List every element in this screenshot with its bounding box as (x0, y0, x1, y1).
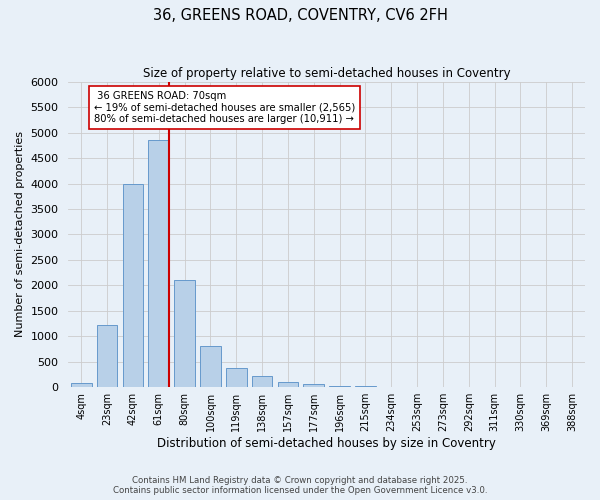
Bar (148, 140, 169, 387)
Bar (122, 184, 143, 387)
X-axis label: Distribution of semi-detached houses by size in Coventry: Distribution of semi-detached houses by … (157, 437, 496, 450)
Bar (329, 386, 350, 387)
Bar (355, 386, 376, 387)
Bar (304, 384, 324, 387)
Text: 36 GREENS ROAD: 70sqm
← 19% of semi-detached houses are smaller (2,565)
80% of s: 36 GREENS ROAD: 70sqm ← 19% of semi-deta… (94, 91, 355, 124)
Title: Size of property relative to semi-detached houses in Coventry: Size of property relative to semi-detach… (143, 68, 511, 80)
Bar (97, 325, 118, 387)
Bar (200, 346, 221, 387)
Bar (278, 382, 298, 387)
Text: 36, GREENS ROAD, COVENTRY, CV6 2FH: 36, GREENS ROAD, COVENTRY, CV6 2FH (152, 8, 448, 22)
Bar (71, 384, 92, 387)
Bar (175, 280, 195, 387)
Text: Contains HM Land Registry data © Crown copyright and database right 2025.
Contai: Contains HM Land Registry data © Crown c… (113, 476, 487, 495)
Bar (381, 386, 401, 387)
Y-axis label: Number of semi-detached properties: Number of semi-detached properties (15, 132, 25, 338)
Bar (226, 368, 247, 387)
Bar (252, 376, 272, 387)
